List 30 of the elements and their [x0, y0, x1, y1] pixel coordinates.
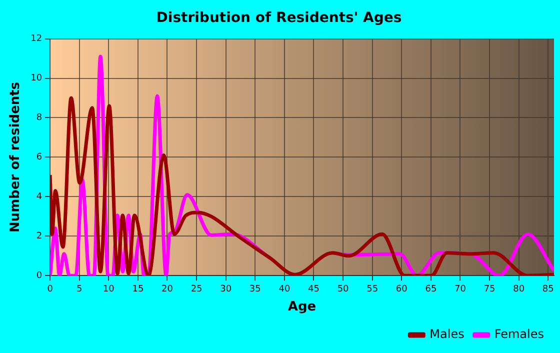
- legend-label: Males: [430, 327, 464, 342]
- x-tick-label: 35: [249, 284, 261, 294]
- chart-title: Distribution of Residents' Ages: [156, 10, 402, 26]
- x-tick-label: 10: [102, 284, 115, 294]
- x-tick-label: 30: [220, 284, 232, 294]
- x-tick-label: 40: [278, 284, 290, 294]
- y-tick-label: 0: [36, 270, 42, 281]
- legend-label: Females: [494, 327, 544, 342]
- y-tick-label: 8: [36, 113, 42, 124]
- x-axis-title: Age: [288, 300, 316, 315]
- x-tick-label: 65: [425, 284, 437, 294]
- x-tick-label: 60: [396, 284, 408, 294]
- x-tick-label: 55: [366, 284, 378, 294]
- x-tick-label: 85: [542, 284, 554, 294]
- y-tick-label: 10: [30, 74, 42, 84]
- y-tick-label: 12: [30, 34, 42, 44]
- y-tick-label: 6: [36, 152, 42, 163]
- x-tick-label: 25: [190, 284, 202, 294]
- x-tick-label: 50: [337, 284, 350, 294]
- x-tick-label: 75: [484, 284, 496, 294]
- x-tick-label: 15: [132, 284, 144, 294]
- x-tick-label: 70: [454, 284, 466, 294]
- x-tick-label: 0: [47, 284, 54, 294]
- x-tick-label: 5: [76, 284, 82, 294]
- x-tick-label: 45: [308, 284, 320, 294]
- y-tick-label: 2: [36, 231, 42, 242]
- y-tick-label: 4: [36, 192, 42, 202]
- y-axis-title: Number of residents: [8, 82, 24, 233]
- x-tick-label: 80: [513, 284, 525, 294]
- x-tick-label: 20: [162, 284, 174, 294]
